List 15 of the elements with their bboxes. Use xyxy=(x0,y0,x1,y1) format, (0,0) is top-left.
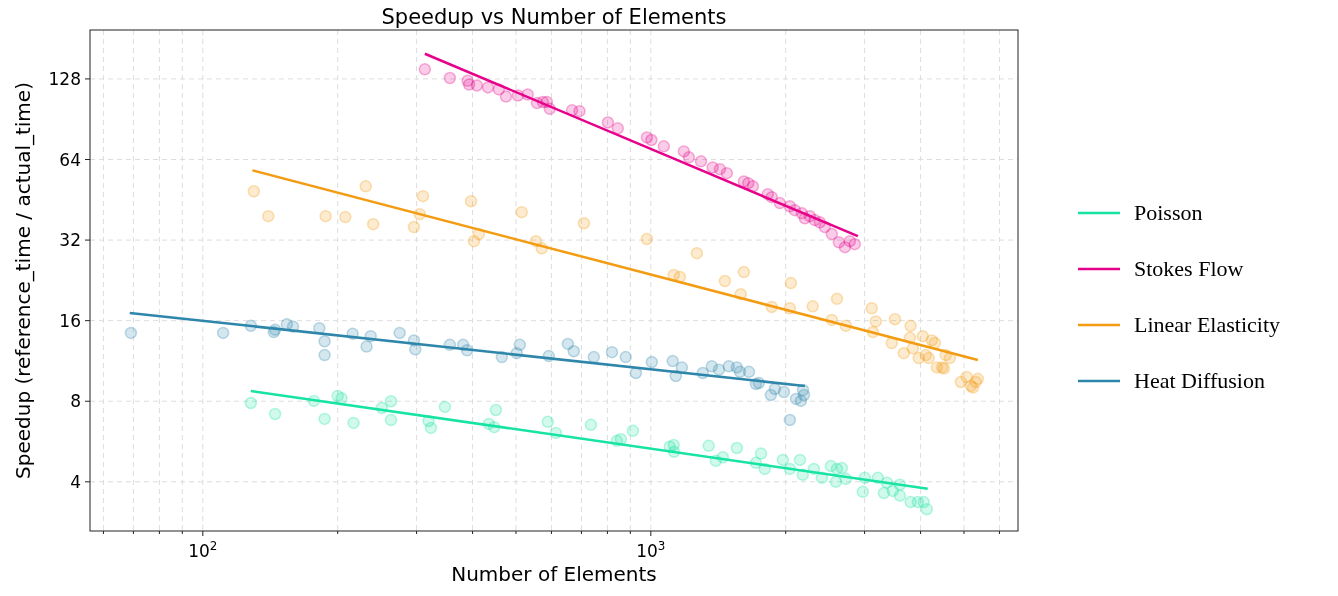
chart-title: Speedup vs Number of Elements xyxy=(381,5,727,29)
y-axis-title: Speedup (reference_time / actual_time) xyxy=(11,82,35,479)
y-tick-label: 64 xyxy=(59,149,81,170)
x-tick-label: 10$^{3}$ xyxy=(636,539,666,561)
y-tick-label: 16 xyxy=(59,310,81,331)
x-axis-title: Number of Elements xyxy=(451,562,657,586)
legend-label: Stokes Flow xyxy=(1134,256,1244,281)
legend-label: Heat Diffusion xyxy=(1134,368,1265,393)
legend-label: Poisson xyxy=(1134,200,1203,225)
y-tick-label: 32 xyxy=(59,230,81,251)
legend-label: Linear Elasticity xyxy=(1134,312,1280,337)
y-tick-label: 8 xyxy=(70,391,81,412)
y-tick-label: 4 xyxy=(70,471,81,492)
y-tick-label: 128 xyxy=(48,68,81,89)
x-tick-label: 10$^{2}$ xyxy=(188,539,218,561)
